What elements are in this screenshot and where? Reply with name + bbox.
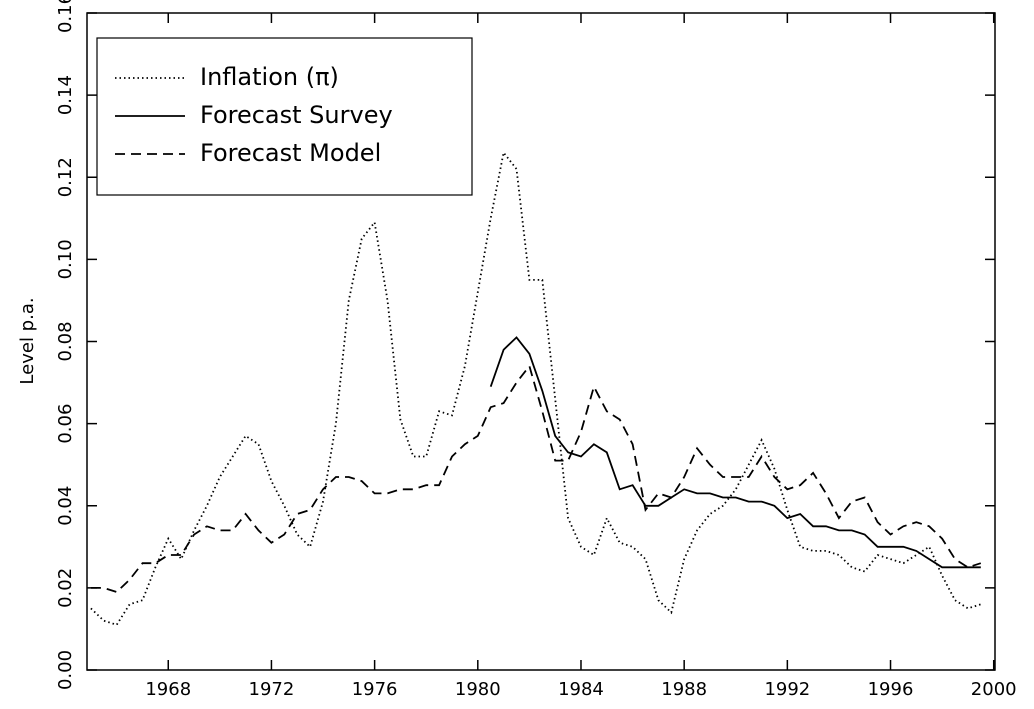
legend-label: Inflation (π) (200, 63, 339, 91)
x-tick-label: 1980 (455, 679, 501, 700)
x-tick-label: 1996 (868, 679, 914, 700)
y-tick-label: 0.08 (55, 321, 76, 361)
y-tick-label: 0.14 (55, 75, 76, 115)
legend-label: Forecast Survey (200, 101, 393, 129)
series-line (90, 364, 982, 594)
x-tick-label: 1976 (352, 679, 398, 700)
y-tick-label: 0.02 (55, 568, 76, 608)
x-tick-label: 1968 (145, 679, 191, 700)
x-tick-label: 1984 (558, 679, 604, 700)
x-tick-label: 1992 (764, 679, 810, 700)
x-tick-label: 1972 (249, 679, 295, 700)
y-tick-label: 0.00 (55, 650, 76, 690)
y-axis-label: Level p.a. (17, 297, 38, 384)
y-tick-label: 0.06 (55, 404, 76, 444)
y-tick-label: 0.10 (55, 239, 76, 279)
x-tick-label: 2000 (971, 679, 1017, 700)
y-tick-label: 0.04 (55, 486, 76, 526)
y-tick-label: 0.12 (55, 157, 76, 197)
legend-label: Forecast Model (200, 139, 381, 167)
y-tick-label: 0.16 (55, 0, 76, 33)
series-line (489, 336, 981, 569)
x-tick-label: 1988 (661, 679, 707, 700)
